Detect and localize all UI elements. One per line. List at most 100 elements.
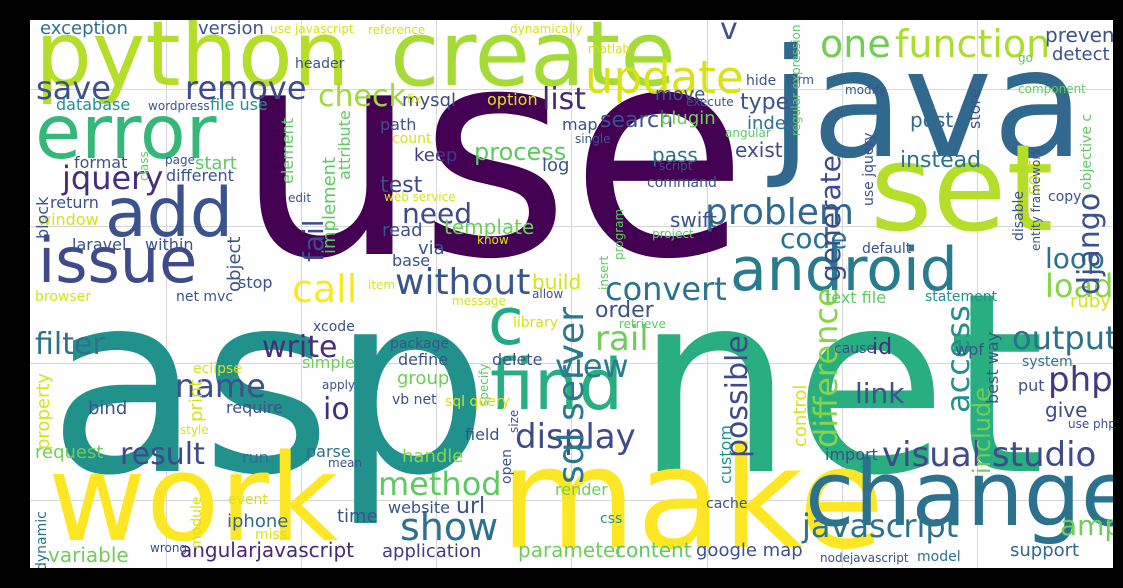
cloud-word: change	[805, 442, 1113, 547]
cloud-word: import	[825, 445, 878, 464]
cloud-word: within	[145, 235, 194, 254]
x-axis-tick	[977, 568, 978, 574]
cloud-word: version	[198, 20, 264, 39]
cloud-word: path	[380, 115, 417, 134]
cloud-word: dynamically	[510, 22, 583, 36]
cloud-word: show	[400, 505, 499, 549]
cloud-word: javascript	[802, 507, 959, 545]
cloud-word: python	[35, 20, 350, 107]
cloud-word: map	[562, 115, 598, 134]
word-cloud-plot: use asp net java make work change set create pyth…	[30, 20, 1113, 568]
cloud-word: list	[542, 82, 587, 117]
y-axis-tick	[24, 226, 30, 227]
cloud-word: regular expression	[789, 24, 803, 136]
cloud-word: save	[36, 69, 111, 107]
cloud-word: module	[189, 496, 205, 549]
y-axis-tick	[24, 363, 30, 364]
cloud-word: process	[474, 138, 567, 166]
cloud-word: jquery	[62, 159, 164, 197]
cloud-word: sql server	[551, 306, 592, 484]
cloud-word: issue	[38, 224, 198, 297]
cloud-word: filter	[35, 327, 105, 362]
cloud-word: prevent	[1045, 23, 1113, 47]
cloud-word: simple	[302, 353, 355, 372]
cloud-word: execute	[686, 95, 734, 109]
cloud-word: class	[137, 151, 151, 181]
cloud-word: swift	[670, 208, 717, 232]
cloud-word: mean	[328, 456, 363, 470]
cloud-word: write	[262, 330, 338, 365]
cloud-word: render	[555, 480, 608, 499]
cloud-word: database	[56, 95, 131, 114]
cloud-word: java	[770, 20, 1085, 192]
cloud-word: delete	[492, 350, 543, 369]
cloud-word: single	[575, 132, 611, 146]
cloud-word: generate	[814, 155, 847, 282]
cloud-word: without	[395, 262, 531, 303]
cloud-word: make	[500, 418, 885, 569]
cloud-word: property	[33, 372, 54, 450]
cloud-word: wordpress	[148, 99, 210, 113]
cloud-word: use php	[1068, 417, 1113, 431]
cloud-word: eclipse	[193, 361, 242, 377]
cloud-word: option	[487, 90, 538, 109]
cloud-word: hide	[746, 73, 777, 89]
cloud-word: model	[917, 549, 961, 565]
cloud-word: content	[615, 538, 692, 562]
cloud-word: template	[444, 215, 535, 239]
cloud-word: default	[862, 241, 912, 257]
cloud-word: dynamic	[34, 511, 50, 568]
cloud-word: ruby	[1070, 291, 1111, 312]
cloud-word: header	[295, 56, 345, 72]
cloud-word: detect	[1052, 44, 1110, 65]
cloud-word: script	[659, 159, 693, 173]
cloud-word: allow	[532, 287, 564, 301]
cloud-word: test	[380, 173, 423, 198]
cloud-word: difference	[807, 287, 845, 448]
cloud-word: know	[477, 233, 509, 247]
grid-line	[30, 89, 1113, 90]
cloud-word: form	[786, 73, 814, 87]
cloud-word: disable	[1011, 190, 1027, 241]
cloud-word: item	[368, 278, 396, 292]
cloud-word: pass	[652, 143, 698, 167]
cloud-word: function	[895, 22, 1051, 66]
cloud-word: group	[397, 368, 450, 389]
cloud-word: problem	[705, 192, 854, 233]
cloud-word: insert	[597, 255, 611, 290]
cloud-word: find	[490, 344, 623, 426]
cloud-word: link	[855, 377, 905, 410]
cloud-word: instead	[900, 148, 982, 173]
cloud-word: order	[595, 298, 654, 323]
cloud-word: code	[780, 222, 848, 255]
cloud-word: build	[532, 270, 582, 294]
cloud-word: one	[820, 22, 891, 66]
cloud-word: via	[418, 238, 445, 259]
cloud-word: c	[488, 285, 524, 360]
cloud-word: amp	[1060, 509, 1113, 542]
cloud-word: exist	[735, 138, 783, 162]
cloud-word: sql query	[445, 394, 510, 410]
cloud-word: web service	[384, 190, 456, 204]
cloud-word: base	[392, 251, 431, 270]
cloud-word: fix	[407, 92, 422, 106]
cloud-word: start	[195, 153, 237, 174]
cloud-word: iphone	[227, 511, 289, 532]
grid-line	[977, 20, 978, 568]
cloud-word: website	[388, 498, 450, 517]
cloud-word: parameter	[518, 538, 624, 562]
cloud-word: use javascript	[270, 22, 354, 36]
cloud-word: style	[180, 423, 209, 437]
cloud-word: php	[1048, 360, 1113, 400]
grid-line	[707, 20, 708, 568]
cloud-word: wrong	[150, 541, 188, 555]
cloud-word: io	[323, 392, 350, 427]
cloud-word: best way	[983, 331, 1002, 404]
cloud-word: load	[1045, 267, 1113, 305]
x-axis-tick	[166, 568, 167, 574]
cloud-word: read	[382, 220, 423, 241]
grid-line	[166, 20, 167, 568]
cloud-word: count	[392, 131, 432, 147]
cloud-word: v	[720, 20, 738, 47]
